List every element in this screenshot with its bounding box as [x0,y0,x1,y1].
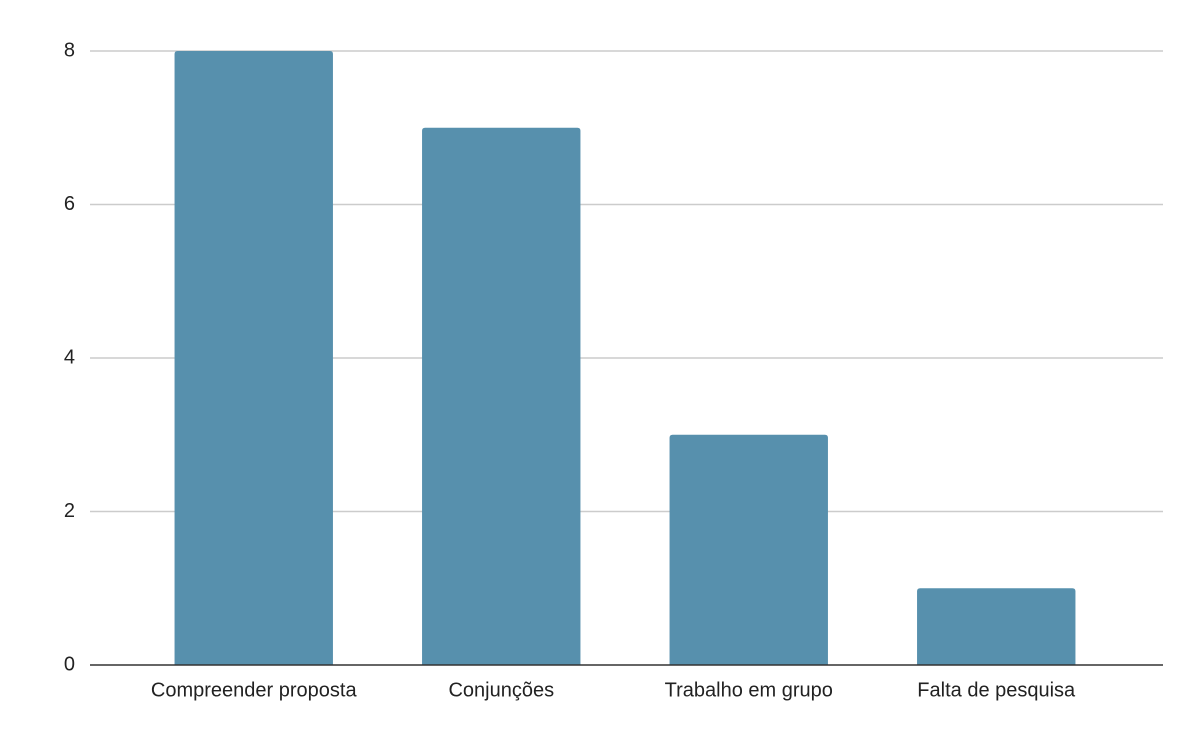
bar [422,127,581,665]
bar [174,51,333,665]
bar [917,588,1076,665]
y-tick-label: 4 [64,346,75,368]
bar [669,434,828,665]
x-tick-label: Conjunções [448,679,554,701]
y-tick-label: 0 [64,653,75,675]
x-tick-label: Trabalho em grupo [665,679,833,701]
x-tick-label: Compreender proposta [151,679,358,701]
y-tick-label: 6 [64,193,75,215]
x-tick-label: Falta de pesquisa [917,679,1076,701]
y-tick-label: 8 [64,39,75,61]
y-tick-label: 2 [64,500,75,522]
